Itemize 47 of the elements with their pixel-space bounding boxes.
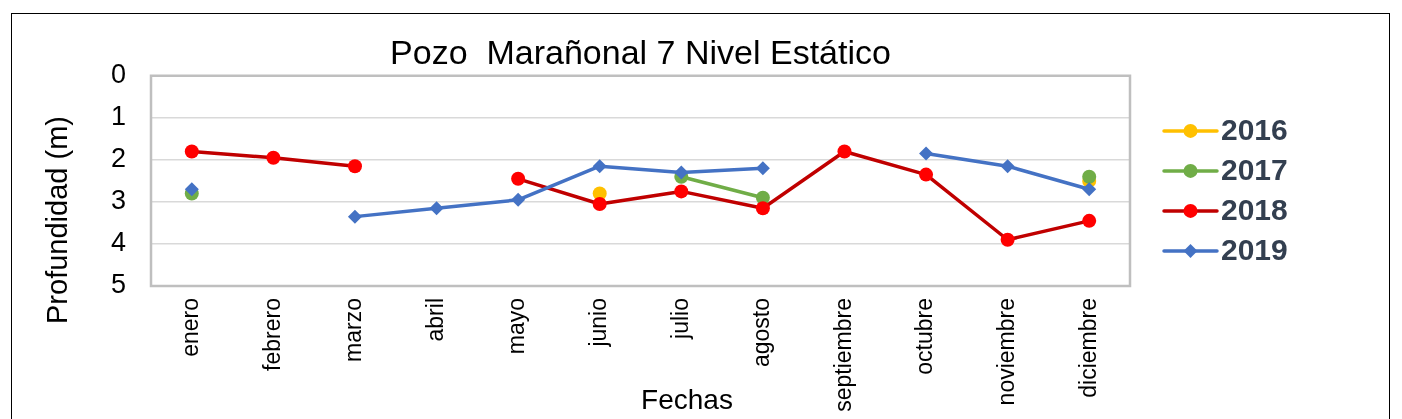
x-tick-label: abril <box>421 298 448 342</box>
point <box>592 197 607 212</box>
point <box>674 184 689 199</box>
x-tick-label: julio <box>666 298 693 340</box>
y-tick-label: 2 <box>110 143 126 174</box>
point <box>347 159 362 174</box>
point <box>1000 232 1015 247</box>
legend-label: 2019 <box>1221 233 1288 267</box>
chart-title: Pozo Marañonal 7 Nivel Estático <box>390 32 891 71</box>
point <box>1082 213 1097 228</box>
y-tick-label: 5 <box>110 269 126 300</box>
x-tick-label: diciembre <box>1074 298 1101 398</box>
y-tick-label: 0 <box>110 59 126 90</box>
point <box>755 201 770 216</box>
x-tick-label: marzo <box>340 298 367 362</box>
x-tick-label: noviembre <box>992 298 1019 406</box>
legend-label: 2016 <box>1221 113 1288 147</box>
point <box>592 159 607 174</box>
y-tick-label: 3 <box>110 185 126 216</box>
point <box>674 165 689 180</box>
point <box>266 150 281 165</box>
point <box>837 144 852 159</box>
point <box>429 201 444 216</box>
y-tick-label: 4 <box>110 227 126 258</box>
x-tick-label: enero <box>177 298 204 357</box>
x-tick-label: febrero <box>258 298 285 371</box>
x-tick-label: mayo <box>503 298 530 355</box>
point <box>1082 182 1097 197</box>
point <box>919 167 934 182</box>
point <box>184 144 199 159</box>
x-tick-label: octubre <box>911 298 938 375</box>
legend-label: 2017 <box>1221 153 1288 187</box>
x-tick-label: septiembre <box>829 298 856 412</box>
legend-label: 2018 <box>1221 193 1288 227</box>
point <box>511 192 526 207</box>
x-tick-label: junio <box>585 298 612 348</box>
point <box>1000 159 1015 174</box>
point <box>919 146 934 161</box>
point <box>347 209 362 224</box>
point <box>511 171 526 186</box>
y-tick-label: 1 <box>110 101 126 132</box>
point <box>1082 169 1097 184</box>
point <box>184 182 199 197</box>
x-axis-title: Fechas <box>641 383 733 415</box>
x-tick-label: agosto <box>748 298 775 368</box>
point <box>755 161 770 176</box>
y-axis-title: Profundidad (m) <box>41 116 73 324</box>
